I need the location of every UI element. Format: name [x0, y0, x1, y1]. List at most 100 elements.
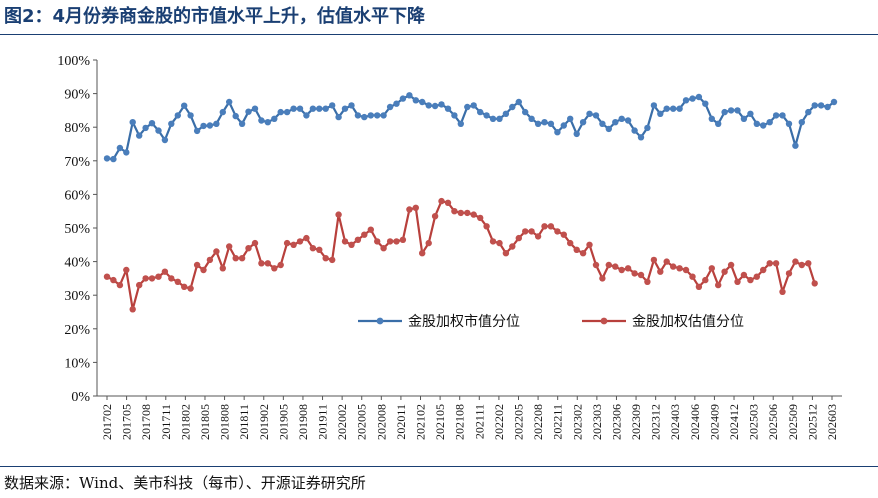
x-tick-label: 202303: [590, 404, 604, 440]
series-1-point: [168, 120, 175, 128]
series-2-point: [226, 243, 233, 250]
x-tick-label: 201711: [159, 404, 173, 440]
series-2-point: [399, 236, 407, 243]
series-2-point: [251, 239, 259, 247]
series-1-point: [560, 122, 567, 129]
series-2-point: [682, 266, 690, 274]
series-2-point: [522, 228, 529, 235]
series-1-point: [354, 112, 362, 119]
series-2-point: [631, 270, 638, 277]
x-tick-label: 201811: [237, 404, 251, 440]
series-1-point: [509, 103, 516, 111]
series-1-point: [283, 108, 291, 116]
series-1-point: [335, 113, 342, 121]
x-tick-label: 202512: [805, 404, 819, 440]
series-1-point: [181, 102, 188, 109]
series-2-point: [483, 223, 490, 230]
series-2-point: [283, 239, 291, 247]
series-2-point: [766, 260, 773, 267]
series-2-point: [502, 250, 510, 257]
series-1-point: [264, 119, 271, 126]
series-1-point: [290, 105, 297, 112]
x-tick-label: 202005: [355, 404, 369, 440]
series-2-point: [309, 245, 317, 252]
series-2-point: [760, 266, 767, 274]
series-2-point: [271, 265, 278, 272]
legend-marker-2: [600, 317, 608, 325]
series-1-point: [573, 130, 580, 138]
series-1-point: [329, 102, 336, 109]
series-1-point: [811, 102, 818, 109]
series-2-point: [805, 260, 812, 267]
series-2-point: [637, 271, 645, 279]
series-1-point: [624, 117, 632, 124]
series-2-point: [200, 266, 207, 274]
x-tick-label: 202503: [747, 404, 761, 440]
series-1-point: [219, 108, 226, 116]
series-1-point: [213, 120, 220, 128]
series-1-point: [251, 105, 259, 112]
series-1-point: [316, 105, 323, 112]
series-1-point: [206, 122, 214, 129]
series-2-point: [161, 268, 169, 275]
series-2-point: [708, 265, 715, 272]
series-1-point: [792, 142, 799, 149]
series-1-point: [245, 108, 252, 115]
series-1-point: [464, 103, 471, 111]
x-tick-label: 202208: [531, 404, 545, 440]
x-tick-label: 202409: [707, 404, 721, 440]
series-1-point: [534, 120, 542, 128]
series-2-point: [779, 288, 786, 295]
series-1-point: [496, 115, 503, 123]
x-tick-label: 201911: [316, 404, 330, 440]
x-tick-label: 201708: [139, 404, 153, 440]
x-tick-label: 202205: [511, 404, 525, 440]
series-1-point: [734, 107, 741, 114]
series-2-point: [541, 223, 548, 230]
series-1-point: [277, 108, 284, 116]
series-2-point: [386, 238, 394, 245]
x-tick-label: 202309: [629, 404, 643, 440]
x-tick-label: 202312: [649, 404, 663, 440]
series-1-point: [348, 102, 355, 109]
series-1-point: [644, 124, 651, 132]
series-2-point: [721, 268, 728, 275]
y-tick-label: 40%: [64, 256, 90, 271]
series-2-point: [187, 285, 194, 292]
series-2-point: [670, 263, 677, 270]
series-line-1: [106, 94, 835, 161]
legend-label-2: 金股加权估值分位: [632, 314, 744, 330]
series-1-point: [528, 115, 535, 123]
x-tick-label: 202211: [551, 404, 565, 440]
title-divider: [0, 34, 878, 35]
legend-marker-1: [376, 317, 384, 325]
series-2-point: [129, 306, 136, 313]
series-2-point: [103, 273, 111, 280]
series-1-point: [489, 115, 497, 123]
series-2-point: [322, 255, 329, 262]
series-1-point: [386, 103, 394, 111]
series-2-point: [110, 276, 117, 284]
series-2-point: [592, 261, 600, 269]
x-tick-label: 202603: [825, 404, 839, 440]
series-1-point: [155, 127, 162, 134]
series-2-point: [335, 211, 342, 218]
series-2-point: [412, 204, 419, 211]
series-layer: [103, 92, 838, 313]
series-1-point: [271, 115, 278, 123]
series-1-point: [817, 102, 825, 109]
series-1-point: [431, 102, 439, 110]
series-1-point: [412, 97, 419, 104]
series-2-point: [792, 258, 799, 265]
x-tick-label: 202002: [335, 404, 349, 440]
series-1-point: [457, 120, 464, 128]
chart-title: 图2：4月份券商金股的市值水平上升，估值水平下降: [4, 6, 426, 27]
series-2-point: [303, 234, 310, 242]
series-2-point: [181, 283, 188, 290]
series-1-point: [477, 108, 484, 116]
series-1-point: [103, 155, 111, 162]
series-2-point: [213, 248, 220, 255]
series-2-point: [798, 261, 805, 269]
series-2-point: [406, 206, 413, 213]
series-1-point: [238, 120, 246, 128]
